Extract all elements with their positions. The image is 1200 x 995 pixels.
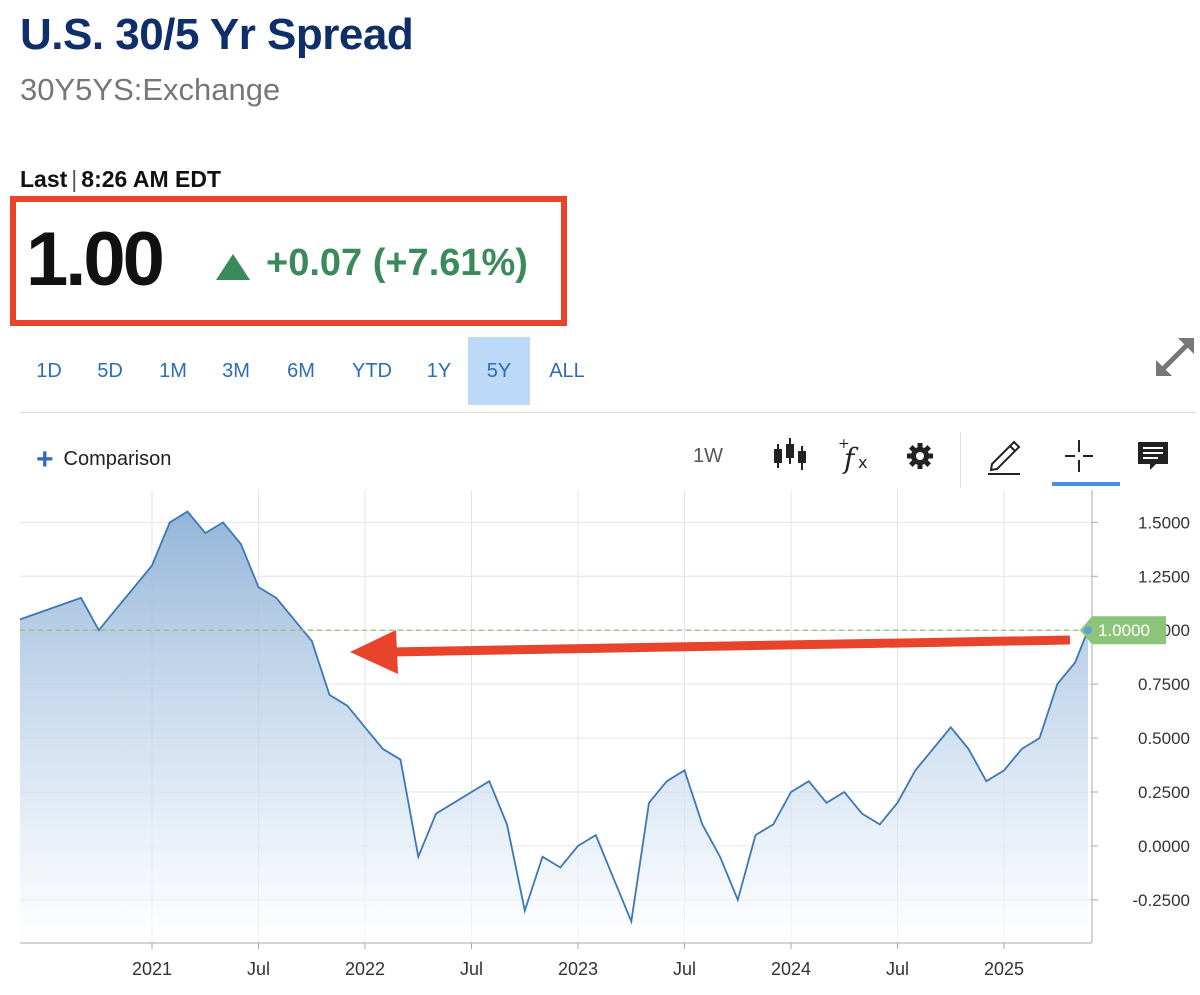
range-1m[interactable]: 1M: [159, 360, 187, 382]
last-value-tag: 1.0000: [1080, 616, 1166, 645]
last-label: Last: [20, 166, 68, 192]
x-tick-label: Jul: [460, 959, 483, 979]
last-update: Last | 8:26 AM EDT: [20, 166, 221, 193]
range-1d[interactable]: 1D: [36, 360, 62, 382]
interval-selector[interactable]: 1W: [693, 444, 723, 467]
expand-icon[interactable]: [1152, 334, 1198, 380]
series-line: [19, 510, 1089, 925]
x-tick-label: 2021: [132, 959, 172, 979]
arrow-shaft: [389, 635, 1071, 657]
range-1y[interactable]: 1Y: [426, 360, 452, 382]
range-ytd[interactable]: YTD: [352, 360, 392, 382]
up-arrow-icon: [216, 254, 250, 280]
y-axis-background: [1092, 490, 1200, 943]
range-selector: 1D 5D 1M 3M 6M YTD 1Y 5Y ALL: [20, 337, 604, 405]
range-6m[interactable]: 6M: [287, 360, 315, 382]
plus-icon: +: [36, 442, 54, 476]
last-value-tag-shape: [1080, 616, 1166, 645]
pencil-icon[interactable]: [984, 432, 1024, 480]
y-tick-label: 0.7500: [1138, 675, 1190, 694]
last-time: 8:26 AM EDT: [81, 166, 222, 192]
svg-text:+: +: [838, 436, 850, 452]
y-tick-label: 1.2500: [1138, 567, 1190, 586]
crosshair-icon[interactable]: [1062, 432, 1096, 480]
y-tick-label: 0.5000: [1138, 729, 1190, 748]
comment-icon[interactable]: [1136, 432, 1170, 480]
x-tick-label: 2023: [558, 959, 598, 979]
range-5y[interactable]: 5Y: [468, 337, 530, 405]
x-tick-label: 2022: [345, 959, 385, 979]
comparison-button[interactable]: + Comparison: [36, 442, 172, 476]
arrow-head: [350, 630, 398, 674]
toolbar-separator: [960, 432, 961, 488]
series-area: [20, 511, 1088, 943]
last-price: 1.00: [26, 217, 165, 302]
y-tick-label: 0.0000: [1138, 837, 1190, 856]
x-tick-label: 2024: [771, 959, 811, 979]
red-arrow-annotation: [350, 630, 1071, 674]
last-separator: |: [71, 166, 78, 192]
price-change: +0.07 (+7.61%): [266, 242, 528, 284]
y-tick-label: 1.5000: [1138, 513, 1190, 532]
ticker-symbol: 30Y5YS:Exchange: [20, 72, 281, 107]
y-tick-label: -0.2500: [1132, 891, 1190, 910]
last-value-label: 1.0000: [1098, 621, 1150, 640]
quote-highlight-box: 1.00 +0.07 (+7.61%): [10, 196, 567, 326]
comparison-label: Comparison: [63, 448, 172, 470]
toolbar-divider: [20, 412, 1196, 413]
x-tick-label: 2025: [984, 959, 1024, 979]
range-all[interactable]: ALL: [549, 360, 585, 382]
svg-text:x: x: [858, 453, 867, 472]
spread-chart[interactable]: 1.5000 1.2500 1.0000 0.7500 0.5000 0.2500 0.00…: [0, 490, 1200, 995]
x-tick-label: Jul: [673, 959, 696, 979]
x-tick-label: Jul: [247, 959, 270, 979]
function-icon[interactable]: + f x: [834, 432, 874, 480]
range-3m[interactable]: 3M: [222, 360, 250, 382]
page-title: U.S. 30/5 Yr Spread: [20, 10, 414, 59]
last-value-dot: [1084, 626, 1092, 635]
gear-icon[interactable]: [902, 432, 938, 480]
crosshair-active-indicator: [1052, 482, 1120, 486]
x-tick-label: Jul: [886, 959, 909, 979]
svg-text:f: f: [842, 442, 859, 475]
range-5d[interactable]: 5D: [97, 360, 123, 382]
x-axis-ticks: 2021 Jul 2022 Jul 2023 Jul 2024 Jul 2025: [132, 943, 1024, 979]
y-tick-label: 0.2500: [1138, 783, 1190, 802]
candlestick-icon[interactable]: [770, 432, 810, 480]
